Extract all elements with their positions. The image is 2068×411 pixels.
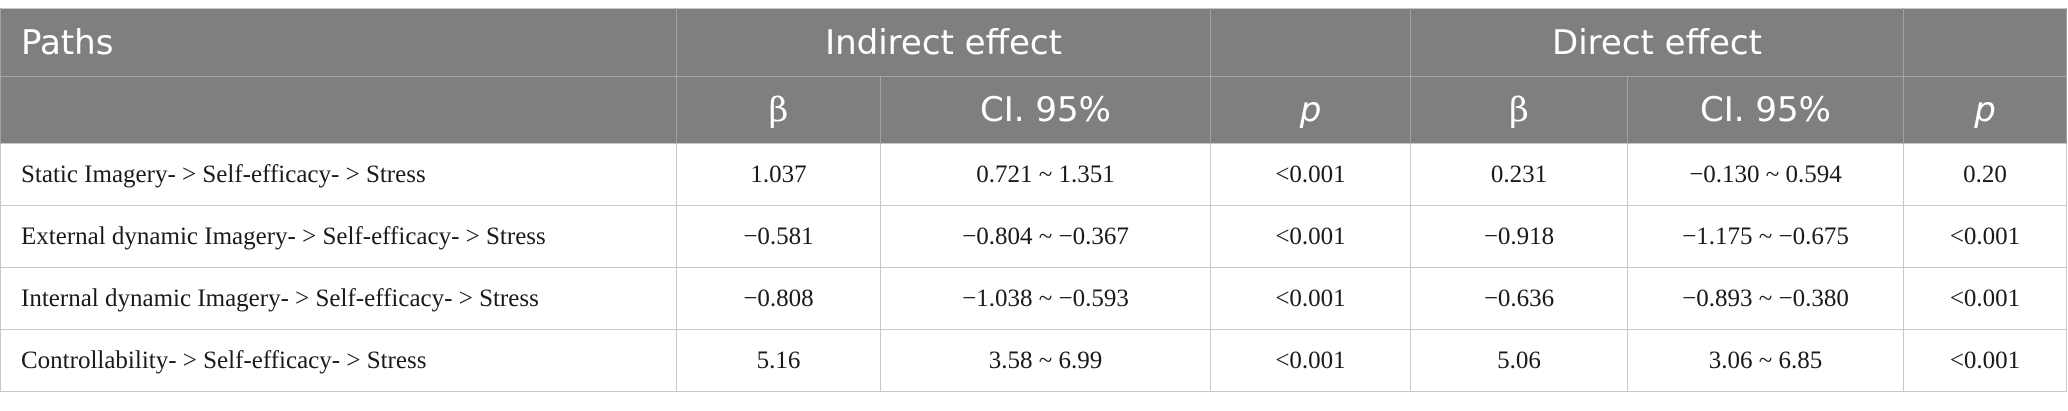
direct-ci-cell: 3.06 ~ 6.85 — [1627, 329, 1904, 392]
header-direct-beta: β — [1410, 76, 1628, 144]
path-cell: Controllability- > Self-efficacy- > Stre… — [0, 329, 677, 392]
table-row: Controllability- > Self-efficacy- > Stre… — [0, 329, 2067, 392]
header-indirect-beta: β — [676, 76, 881, 144]
header-blank-indirect-p — [1210, 8, 1411, 77]
table-body: Static Imagery- > Self-efficacy- > Stres… — [0, 143, 2067, 392]
header-blank-direct-p — [1903, 8, 2067, 77]
direct-ci-cell: −1.175 ~ −0.675 — [1627, 205, 1904, 268]
indirect-beta-cell: −0.581 — [676, 205, 881, 268]
indirect-p-cell: <0.001 — [1210, 329, 1411, 392]
table-row: External dynamic Imagery- > Self-efficac… — [0, 205, 2067, 268]
header-direct-effect: Direct effect — [1410, 8, 1904, 77]
header-indirect-p: p — [1210, 76, 1411, 144]
direct-beta-cell: 0.231 — [1410, 143, 1628, 206]
indirect-p-cell: <0.001 — [1210, 143, 1411, 206]
direct-p-cell: <0.001 — [1903, 329, 2067, 392]
path-cell: External dynamic Imagery- > Self-efficac… — [0, 205, 677, 268]
table-row: Internal dynamic Imagery- > Self-efficac… — [0, 267, 2067, 330]
path-cell: Static Imagery- > Self-efficacy- > Stres… — [0, 143, 677, 206]
path-cell: Internal dynamic Imagery- > Self-efficac… — [0, 267, 677, 330]
table-row: Static Imagery- > Self-efficacy- > Stres… — [0, 143, 2067, 206]
header-indirect-ci: CI. 95% — [880, 76, 1211, 144]
header-paths: Paths — [0, 8, 677, 77]
table-header: Paths Indirect effect Direct effect β CI… — [0, 8, 2067, 144]
direct-ci-cell: −0.893 ~ −0.380 — [1627, 267, 1904, 330]
indirect-p-cell: <0.001 — [1210, 267, 1411, 330]
direct-beta-cell: 5.06 — [1410, 329, 1628, 392]
indirect-ci-cell: −0.804 ~ −0.367 — [880, 205, 1211, 268]
header-row-groups: Paths Indirect effect Direct effect — [0, 8, 2067, 77]
direct-beta-cell: −0.636 — [1410, 267, 1628, 330]
direct-p-cell: <0.001 — [1903, 205, 2067, 268]
header-direct-p: p — [1903, 76, 2067, 144]
header-row-stats: β CI. 95% p β CI. 95% p — [0, 76, 2067, 144]
header-indirect-effect: Indirect effect — [676, 8, 1211, 77]
results-table: Paths Indirect effect Direct effect β CI… — [0, 8, 2067, 392]
direct-ci-cell: −0.130 ~ 0.594 — [1627, 143, 1904, 206]
indirect-ci-cell: −1.038 ~ −0.593 — [880, 267, 1211, 330]
direct-beta-cell: −0.918 — [1410, 205, 1628, 268]
direct-p-cell: 0.20 — [1903, 143, 2067, 206]
indirect-ci-cell: 0.721 ~ 1.351 — [880, 143, 1211, 206]
indirect-p-cell: <0.001 — [1210, 205, 1411, 268]
indirect-beta-cell: 5.16 — [676, 329, 881, 392]
direct-p-cell: <0.001 — [1903, 267, 2067, 330]
indirect-ci-cell: 3.58 ~ 6.99 — [880, 329, 1211, 392]
header-direct-ci: CI. 95% — [1627, 76, 1904, 144]
header-blank-paths — [0, 76, 677, 144]
indirect-beta-cell: 1.037 — [676, 143, 881, 206]
indirect-beta-cell: −0.808 — [676, 267, 881, 330]
